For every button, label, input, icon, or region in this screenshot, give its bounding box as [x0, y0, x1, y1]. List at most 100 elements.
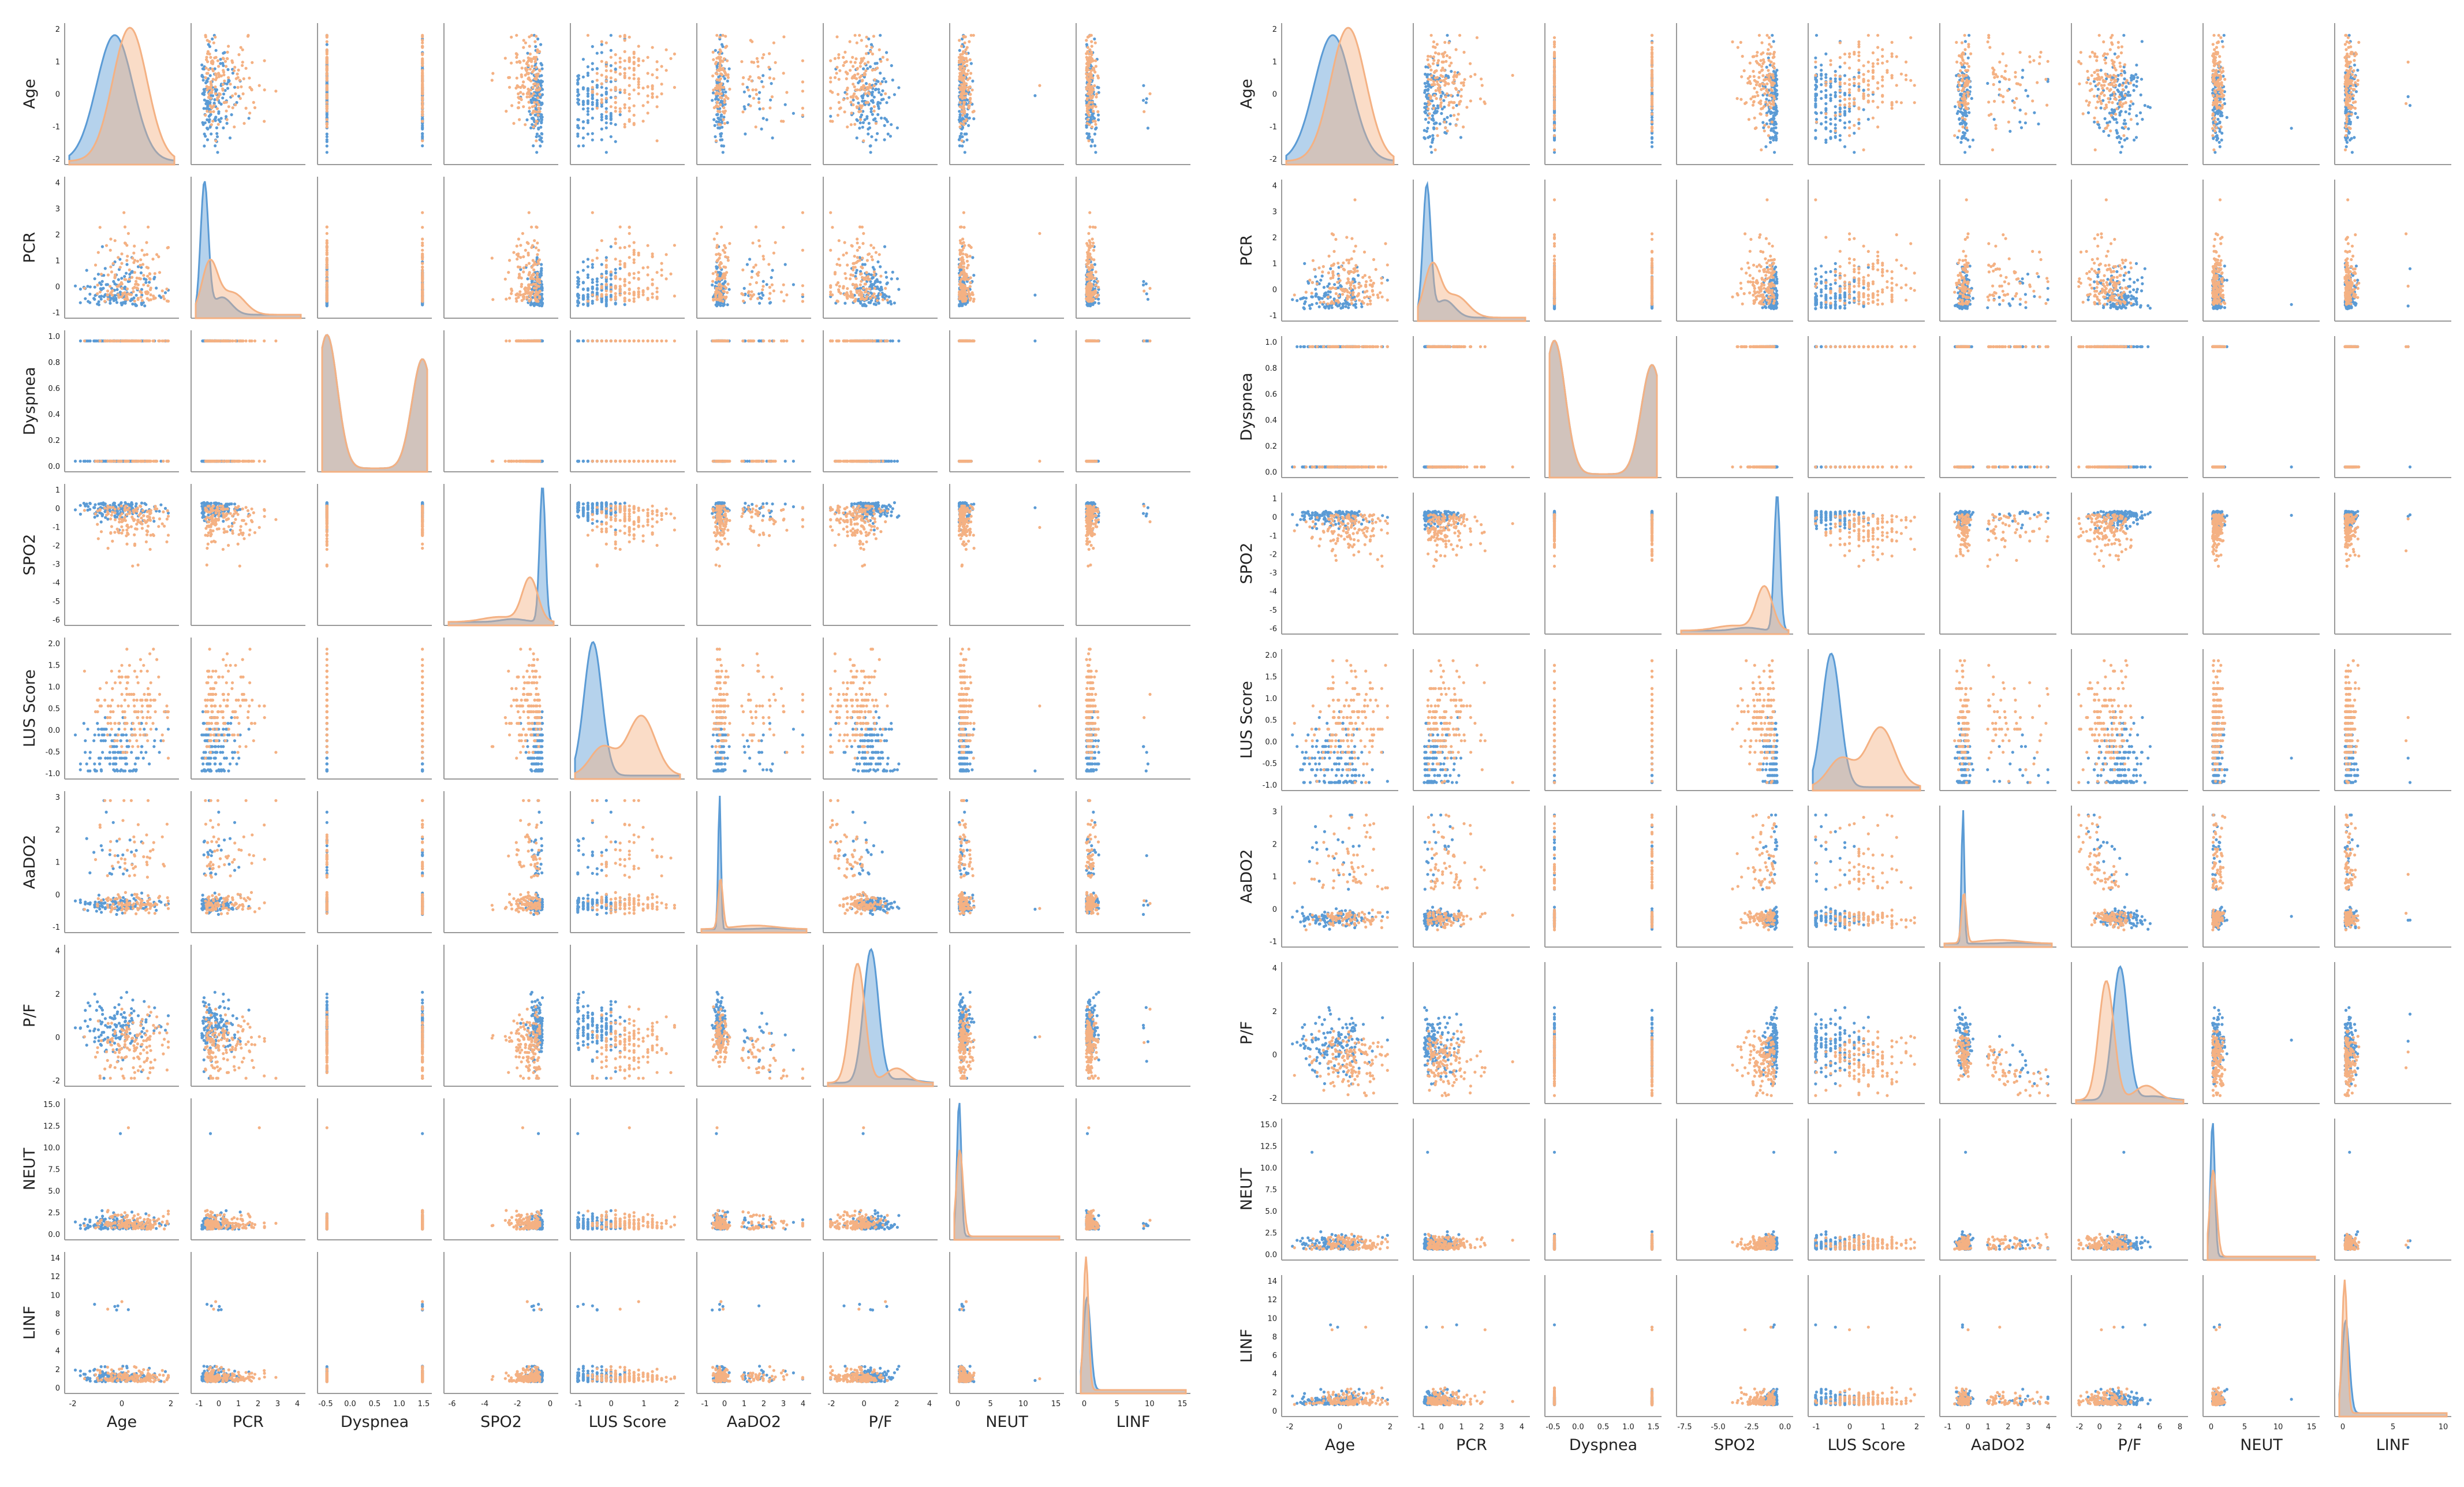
scatter-point	[1089, 95, 1092, 98]
scatter-point	[723, 57, 726, 60]
scatter-point	[131, 460, 134, 463]
scatter-point	[628, 93, 631, 96]
scatter-point	[537, 249, 540, 252]
scatter-point	[605, 272, 608, 275]
scatter-point	[107, 274, 110, 277]
scatter-point	[619, 110, 622, 113]
scatter-point	[1091, 237, 1094, 240]
scatter-point	[958, 144, 961, 147]
scatter-point	[222, 92, 225, 95]
scatter-point	[959, 253, 962, 256]
scatter-point	[879, 265, 882, 268]
scatter-point	[421, 262, 424, 265]
scatter-point	[624, 280, 626, 283]
scatter-point	[717, 252, 720, 255]
scatter-point	[614, 62, 617, 65]
scatter-point	[718, 69, 721, 72]
scatter-point	[610, 49, 613, 52]
scatter-point	[605, 80, 608, 83]
scatter-point	[1087, 79, 1089, 81]
scatter-point	[782, 35, 785, 38]
scatter-point	[619, 285, 622, 288]
y-tick-label: 2	[55, 25, 60, 34]
scatter-point	[165, 288, 168, 290]
scatter-point	[204, 114, 207, 117]
scatter-point	[1095, 95, 1097, 98]
scatter-point	[722, 273, 725, 275]
scatter-point	[628, 226, 631, 229]
scatter-point	[600, 286, 603, 289]
scatter-point	[152, 277, 155, 280]
scatter-point	[107, 297, 110, 300]
scatter-point	[600, 239, 603, 242]
scatter-point	[726, 303, 729, 306]
scatter-point	[866, 259, 869, 262]
scatter-point	[656, 76, 659, 79]
scatter-point	[535, 35, 537, 38]
scatter-point	[876, 280, 879, 283]
scatter-point	[886, 120, 889, 123]
scatter-point	[714, 295, 717, 298]
scatter-point	[79, 340, 82, 342]
scatter-point	[860, 266, 863, 269]
scatter-point	[587, 87, 589, 90]
scatter-point	[214, 36, 216, 39]
scatter-point	[97, 251, 100, 254]
scatter-point	[656, 60, 659, 63]
scatter-point	[233, 86, 236, 89]
scatter-point	[527, 88, 529, 91]
scatter-point	[961, 242, 964, 245]
scatter-point	[158, 271, 161, 274]
scatter-point	[647, 266, 649, 269]
scatter-point	[651, 92, 654, 95]
scatter-point	[860, 297, 863, 300]
scatter-point	[719, 96, 722, 99]
scatter-point	[610, 64, 613, 67]
scatter-point	[651, 84, 654, 87]
scatter-point	[94, 263, 97, 266]
scatter-point	[714, 270, 717, 273]
scatter-point	[100, 460, 103, 463]
scatter-point	[857, 110, 860, 113]
scatter-point	[605, 289, 608, 292]
scatter-point	[960, 304, 962, 307]
scatter-point	[849, 40, 852, 43]
scatter-point	[605, 276, 608, 279]
scatter-point	[204, 81, 207, 84]
scatter-point	[517, 266, 520, 269]
scatter-point	[251, 61, 253, 64]
scatter-point	[843, 241, 846, 244]
scatter-point	[852, 283, 854, 286]
scatter-point	[517, 106, 520, 109]
scatter-point	[252, 101, 255, 104]
scatter-point	[577, 301, 580, 304]
scatter-point	[863, 277, 865, 279]
scatter-point	[242, 122, 245, 125]
scatter-point	[98, 295, 101, 298]
scatter-point	[878, 107, 880, 110]
scatter-point	[965, 118, 968, 121]
scatter-point	[215, 132, 218, 135]
scatter-point	[421, 57, 424, 60]
scatter-point	[835, 284, 838, 286]
scatter-point	[849, 61, 852, 64]
scatter-point	[421, 120, 424, 122]
scatter-point	[867, 101, 869, 104]
scatter-point	[600, 43, 603, 46]
scatter-point	[1089, 241, 1092, 244]
scatter-point	[587, 113, 589, 116]
scatter-point	[869, 301, 872, 304]
scatter-point	[727, 76, 730, 79]
scatter-point	[148, 340, 151, 342]
scatter-point	[868, 122, 871, 125]
scatter-point	[1087, 118, 1089, 121]
scatter-point	[861, 100, 864, 103]
scatter-point	[720, 277, 723, 279]
scatter-point	[84, 297, 87, 300]
scatter-point	[835, 72, 838, 74]
scatter-point	[845, 252, 848, 255]
scatter-point	[961, 139, 964, 142]
scatter-point	[856, 269, 858, 272]
scatter-point	[526, 296, 529, 299]
scatter-point	[528, 76, 531, 79]
